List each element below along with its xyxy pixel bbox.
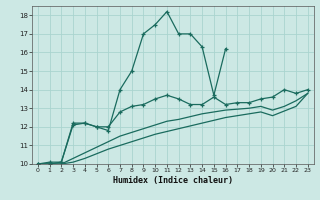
X-axis label: Humidex (Indice chaleur): Humidex (Indice chaleur) xyxy=(113,176,233,185)
